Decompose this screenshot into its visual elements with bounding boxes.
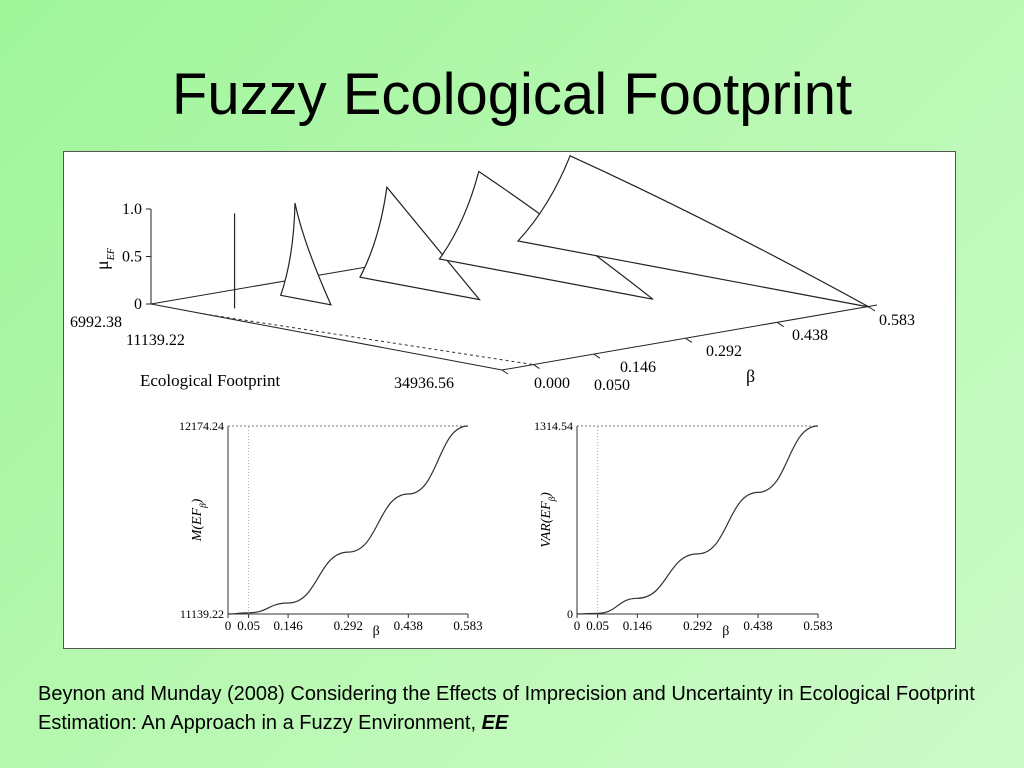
beta-tick	[501, 369, 509, 375]
var-x-axis-label: β	[722, 624, 729, 639]
ev-y-tick-label: 12174.24	[179, 419, 224, 433]
ev-y-axis-label-subscript: β	[198, 503, 208, 509]
ev-y-axis-label: M(EFβ)	[190, 498, 208, 542]
ev-x-tick-label: 0.438	[394, 618, 423, 633]
var-y-tick-label: 1314.54	[534, 419, 573, 433]
ev-x-tick-label: 0	[225, 618, 232, 633]
ev-y-tick-label: 11139.22	[180, 607, 224, 621]
beta-tick-label: 0.583	[879, 312, 915, 329]
figure-panel: 1.0 0.5 0 μEF 6992.38 11139.22 34936.56 Ecologi…	[63, 151, 956, 649]
beta-tick	[685, 338, 693, 343]
var-x-tick-label: 0.292	[683, 618, 712, 633]
ev-x-tick-label: 0.583	[453, 618, 482, 633]
mu-tick-label: 1.0	[122, 201, 142, 218]
ef-tick-label: 11139.22	[126, 332, 185, 349]
beta-tick	[593, 353, 601, 359]
var-y-axis-label: VAR(EFβ)	[539, 492, 557, 548]
ev-y-axis-label-close: )	[190, 498, 205, 504]
ef-tick-label: 6992.38	[70, 314, 122, 331]
mu-axis-label-subscript: EF	[106, 247, 117, 261]
citation: Beynon and Munday (2008) Considering the…	[38, 680, 998, 738]
figure-svg: 1.00.50μEF6992.3811139.2234936.56Ecologi…	[70, 154, 915, 639]
ev-x-tick-label: 0.146	[273, 618, 303, 633]
membership-function-2	[359, 185, 481, 301]
ef-tick-label: 34936.56	[394, 375, 454, 392]
mu-axis-label: μEF	[92, 247, 117, 270]
mu-tick-label: 0	[134, 296, 142, 313]
ev-data-line	[227, 425, 469, 615]
beta-tick	[868, 306, 876, 312]
slide-title: Fuzzy Ecological Footprint	[171, 62, 853, 127]
expected-value-chart: 12174.24 11139.220 0.05 0.146 0.292 0.438 0.58…	[179, 419, 483, 639]
var-x-tick-label: 0.583	[803, 618, 832, 633]
citation-text: Beynon and Munday (2008) Considering the…	[38, 683, 975, 734]
ev-x-tick-label: 0.05	[237, 618, 260, 633]
peak-dashed-line	[203, 313, 534, 366]
var-x-tick-label: 0.05	[586, 618, 609, 633]
var-data-line	[576, 425, 819, 615]
beta-tick-label: 0.292	[706, 343, 742, 360]
ev-x-axis-label: β	[373, 624, 380, 639]
var-x-tick-label: 0.146	[623, 618, 653, 633]
var-x-tick-label: 0.438	[743, 618, 772, 633]
ef-axis-label: Ecological Footprint	[140, 371, 281, 390]
beta-axis	[501, 304, 878, 371]
beta-tick-label: 0.050	[594, 377, 630, 394]
beta-axis-label: β	[746, 366, 755, 386]
ev-x-tick-label: 0.292	[334, 618, 363, 633]
beta-tick-label: 0.000	[534, 375, 570, 392]
var-y-tick-label: 0	[567, 607, 573, 621]
citation-journal: EE	[481, 712, 509, 734]
beta-tick-label: 0.146	[620, 359, 656, 376]
mu-tick-label: 0.5	[122, 249, 142, 266]
beta-tick	[533, 364, 540, 370]
membership-function-4	[516, 154, 870, 308]
var-y-axis-label-close: )	[539, 492, 554, 498]
beta-tick	[777, 322, 784, 328]
var-x-tick-label: 0	[574, 618, 581, 633]
membership-function-1	[279, 202, 332, 306]
beta-tick-label: 0.438	[792, 327, 828, 344]
var-y-axis-label-subscript: β	[547, 496, 557, 502]
